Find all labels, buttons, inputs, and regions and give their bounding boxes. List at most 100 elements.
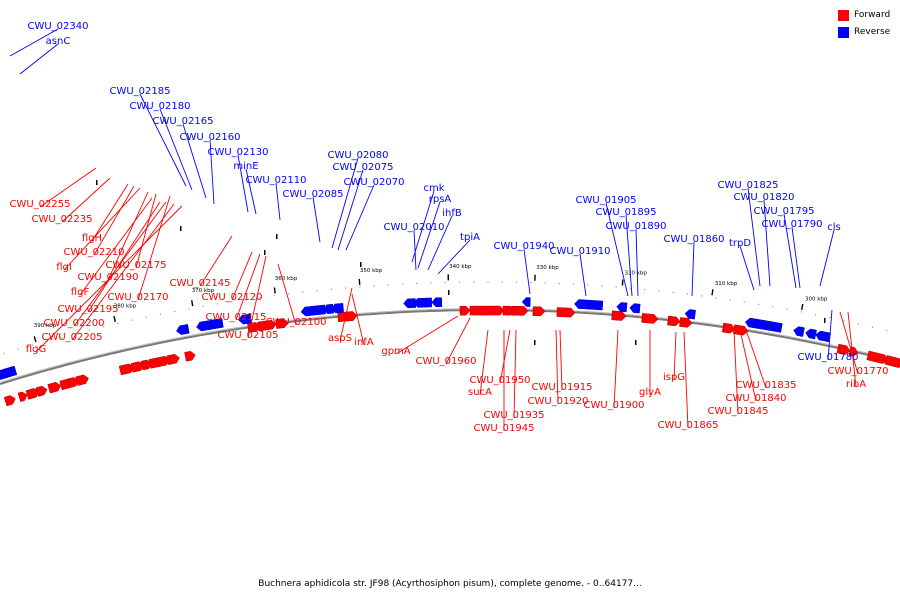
reverse-gene-arrow <box>767 321 783 333</box>
reverse-gene-arrow <box>322 303 334 315</box>
ruler-dot <box>402 283 404 285</box>
reverse-gene-arrow <box>238 313 252 325</box>
label-leader <box>763 199 771 287</box>
label-leader <box>437 239 471 275</box>
gene-label: CWU_02160 <box>179 132 240 143</box>
label-leader <box>847 311 857 388</box>
feature-mark <box>635 340 637 345</box>
gene-label: CWU_02255 <box>9 199 70 210</box>
reverse-gene-arrow <box>521 297 531 307</box>
label-leader <box>93 185 135 256</box>
gene-label: aspS <box>328 333 352 344</box>
gene-label: CWU_01910 <box>549 246 610 257</box>
tick-label: 370 kbp <box>192 288 215 294</box>
forward-gene-arrow <box>459 305 471 316</box>
ruler-dot <box>145 316 147 318</box>
gene-label: CWU_02115 <box>205 312 266 323</box>
gene-label: rpsA <box>429 194 452 205</box>
reverse-gene-arrow <box>176 324 190 335</box>
gene-label: CWU_02340 <box>27 21 88 32</box>
tick-label: 300 kbp <box>805 297 828 303</box>
forward-gene-arrow <box>3 395 16 407</box>
tick-label: 390 kbp <box>34 323 57 329</box>
gene-label: CWU_01960 <box>415 356 476 367</box>
reverse-gene-arrow <box>793 326 805 337</box>
reverse-gene-arrow <box>312 304 326 316</box>
label-leader <box>199 235 233 287</box>
label-leader <box>479 329 489 396</box>
reverse-gene-arrow <box>431 297 443 308</box>
gene-label: CWU_01820 <box>733 192 794 203</box>
ruler-dot <box>430 282 432 284</box>
ruler-dot <box>814 314 817 316</box>
forward-gene-arrow <box>344 311 358 322</box>
label-leader <box>579 253 587 297</box>
ruler-dot <box>60 336 62 338</box>
gene-label: CWU_02080 <box>327 150 388 161</box>
ruler-dot <box>786 308 788 310</box>
label-leader <box>513 329 517 419</box>
legend-reverse: Reverse <box>838 25 890 39</box>
gene-label: CWU_01790 <box>761 219 822 230</box>
ruler-dot <box>857 323 859 325</box>
forward-gene-arrow <box>611 310 627 321</box>
gene-label: CWU_02105 <box>217 330 278 341</box>
tick-mark <box>621 279 624 286</box>
ruler-dot <box>871 326 874 328</box>
gene-label: CWU_01770 <box>827 366 888 377</box>
reverse-gene-arrow <box>421 297 433 308</box>
label-leader <box>733 329 739 415</box>
label-leader <box>135 193 157 269</box>
label-leader <box>312 196 321 243</box>
ruler-dot <box>615 286 617 288</box>
label-leader <box>605 202 629 297</box>
ruler-dot <box>245 298 247 301</box>
ruler-dot <box>743 301 745 303</box>
gene-label: CWU_02195 <box>57 304 118 315</box>
gene-label: CWU_02085 <box>282 189 343 200</box>
label-leader <box>411 190 435 263</box>
reverse-gene-arrow <box>330 303 344 314</box>
reverse-gene-arrow <box>196 319 216 332</box>
ruler-dot <box>259 296 261 299</box>
ruler-dot <box>117 322 119 324</box>
gene-label: CWU_02190 <box>77 272 138 283</box>
label-leader <box>275 182 281 221</box>
label-leader <box>63 187 141 271</box>
reverse-gene-arrow <box>744 317 761 329</box>
ruler-dot <box>601 285 603 287</box>
gene-label: asnC <box>46 36 71 47</box>
ruler-dot <box>444 281 446 284</box>
ruler-dot <box>715 297 717 299</box>
feature-mark <box>360 262 362 267</box>
gene-label: CWU_02070 <box>343 177 404 188</box>
label-leader <box>673 331 677 381</box>
label-leader <box>79 197 153 296</box>
forward-gene-arrow <box>35 385 48 397</box>
gene-label: cmk <box>423 183 444 194</box>
label-leader <box>783 213 797 289</box>
ruler-dot <box>572 283 575 285</box>
gene-label: CWU_01835 <box>735 380 796 391</box>
tick-label: 310 kbp <box>715 281 738 287</box>
gene-label: CWU_01825 <box>717 180 778 191</box>
forward-gene-arrow <box>679 317 693 328</box>
label-leader <box>745 329 767 389</box>
label-leader <box>91 183 129 242</box>
ruler-dot <box>174 310 176 313</box>
label-leader <box>339 287 353 342</box>
label-leader <box>395 315 459 355</box>
label-leader <box>39 167 97 208</box>
gene-label: CWU_02075 <box>332 162 393 173</box>
ruler-dot <box>387 284 389 286</box>
label-leader <box>159 108 193 191</box>
label-leader <box>337 169 364 251</box>
ruler-dot <box>658 290 660 292</box>
ruler-dot <box>587 284 589 286</box>
gene-label: glyA <box>639 387 661 398</box>
forward-gene-arrow <box>667 315 681 327</box>
label-leader <box>209 139 215 205</box>
gene-label: CWU_02200 <box>43 318 104 329</box>
gene-label: CWU_01950 <box>469 375 530 386</box>
label-leader <box>791 226 801 289</box>
